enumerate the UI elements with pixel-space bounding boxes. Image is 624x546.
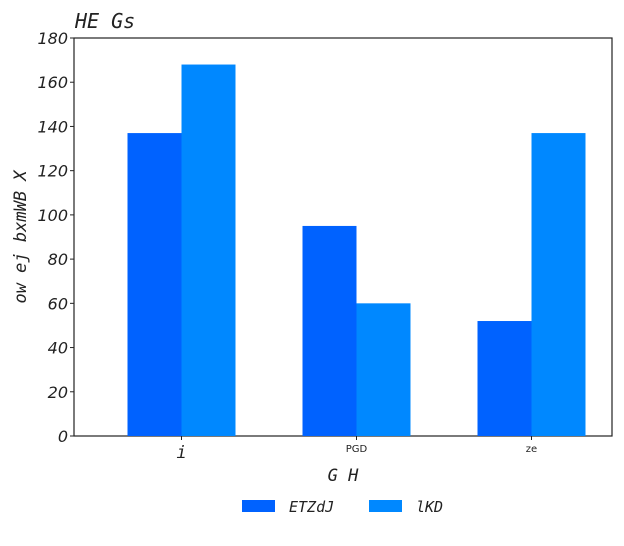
bar-etzdj-1 [302, 225, 357, 436]
y-tick-label: 80 [48, 250, 68, 269]
bar-lkd-1 [356, 303, 411, 436]
bar-etzdj-0 [127, 133, 182, 437]
y-tick-label: 60 [48, 294, 68, 313]
x-tick-label: PGD [346, 444, 368, 455]
bar-etzdj-2 [477, 321, 532, 436]
y-tick-label: 160 [37, 73, 68, 92]
chart-title: HE Gs [74, 9, 135, 33]
y-tick-label: 140 [37, 117, 68, 136]
y-tick-label: 180 [37, 29, 68, 48]
legend-swatch [242, 500, 275, 512]
y-tick-label: 0 [58, 427, 68, 446]
x-tick-label: ze [526, 444, 537, 455]
y-tick-label: 100 [37, 206, 68, 225]
legend-label: lKD [416, 498, 443, 516]
bar-lkd-2 [531, 133, 586, 437]
legend-label: ETZdJ [289, 498, 334, 516]
y-axis-label: ow ej bxmWB X [11, 169, 31, 304]
y-tick-label: 40 [48, 339, 68, 358]
legend-swatch [369, 500, 402, 512]
bar-lkd-0 [181, 64, 236, 437]
y-axis-ticks: 0 20 40 60 80 100 120 140 160 180 [37, 29, 74, 446]
bars-group [127, 64, 586, 437]
x-axis-ticks: i PGD ze [176, 436, 537, 463]
y-tick-label: 20 [48, 383, 68, 402]
x-axis-label: G H [328, 466, 359, 486]
x-tick-label: i [176, 443, 186, 463]
y-tick-label: 120 [37, 162, 68, 181]
legend: ETZdJ lKD [242, 498, 443, 516]
